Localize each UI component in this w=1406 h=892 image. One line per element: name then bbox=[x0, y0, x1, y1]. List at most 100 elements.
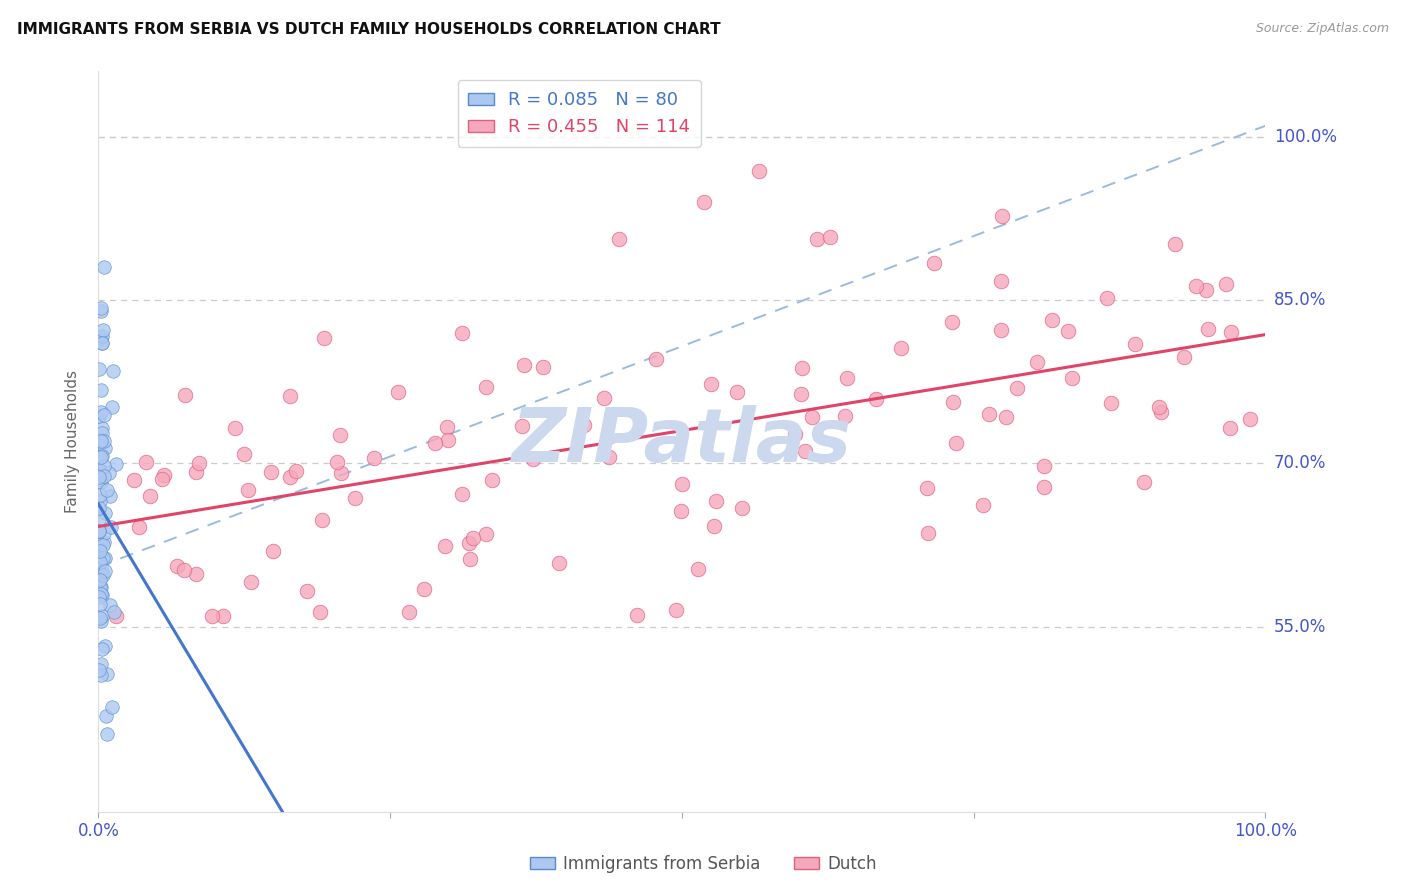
Point bbox=[90, 304, 112, 318]
Point bbox=[806, 232, 828, 246]
Point bbox=[90, 331, 112, 345]
Point bbox=[90, 433, 112, 447]
Y-axis label: Family Households: Family Households bbox=[65, 370, 80, 513]
Point bbox=[671, 476, 693, 491]
Point bbox=[90, 642, 112, 657]
Point bbox=[94, 639, 117, 653]
Point bbox=[98, 466, 121, 480]
Point bbox=[363, 451, 385, 466]
Text: 70.0%: 70.0% bbox=[1274, 454, 1326, 473]
Point bbox=[128, 520, 150, 534]
Point bbox=[89, 537, 111, 551]
Point bbox=[89, 544, 111, 558]
Point bbox=[1184, 279, 1206, 293]
Point bbox=[1133, 475, 1156, 489]
Point bbox=[150, 472, 173, 486]
Point bbox=[700, 377, 723, 392]
Point bbox=[1060, 370, 1083, 384]
Point bbox=[93, 468, 115, 483]
Point bbox=[1097, 291, 1119, 305]
Point bbox=[135, 455, 157, 469]
Point bbox=[436, 434, 458, 448]
Text: 100.0%: 100.0% bbox=[1274, 128, 1337, 145]
Point bbox=[278, 389, 301, 403]
Point bbox=[89, 555, 111, 569]
Point bbox=[790, 387, 813, 401]
Point bbox=[87, 590, 110, 604]
Point bbox=[475, 380, 498, 394]
Point bbox=[329, 466, 352, 480]
Point bbox=[704, 494, 727, 508]
Point bbox=[865, 392, 887, 406]
Point bbox=[835, 370, 858, 384]
Point bbox=[93, 551, 115, 566]
Point bbox=[139, 489, 162, 503]
Point bbox=[309, 605, 332, 619]
Point bbox=[90, 668, 112, 682]
Point bbox=[1215, 277, 1237, 292]
Point bbox=[101, 401, 124, 415]
Point bbox=[1173, 351, 1195, 365]
Point bbox=[818, 229, 841, 244]
Point bbox=[93, 434, 115, 448]
Point bbox=[598, 450, 620, 464]
Point bbox=[188, 456, 211, 470]
Point bbox=[312, 331, 335, 345]
Point bbox=[224, 420, 246, 434]
Point bbox=[665, 603, 688, 617]
Point bbox=[1005, 381, 1028, 395]
Point bbox=[94, 441, 117, 455]
Point bbox=[94, 507, 117, 521]
Point bbox=[105, 608, 128, 623]
Point bbox=[96, 483, 118, 498]
Point bbox=[890, 341, 912, 355]
Point bbox=[93, 538, 115, 552]
Point bbox=[731, 501, 754, 516]
Point bbox=[96, 727, 118, 741]
Point bbox=[972, 498, 994, 512]
Point bbox=[1147, 401, 1170, 415]
Point bbox=[103, 605, 125, 619]
Point bbox=[87, 524, 110, 539]
Point bbox=[463, 532, 485, 546]
Point bbox=[105, 458, 128, 472]
Legend: R = 0.085   N = 80, R = 0.455   N = 114: R = 0.085 N = 80, R = 0.455 N = 114 bbox=[457, 80, 702, 147]
Point bbox=[990, 323, 1012, 337]
Point bbox=[607, 232, 630, 246]
Point bbox=[90, 587, 112, 601]
Point bbox=[90, 464, 112, 478]
Point bbox=[725, 385, 748, 400]
Point bbox=[90, 405, 112, 419]
Point bbox=[91, 426, 114, 441]
Point bbox=[89, 580, 111, 594]
Point bbox=[1099, 396, 1122, 410]
Point bbox=[90, 450, 112, 464]
Point bbox=[89, 597, 111, 611]
Point bbox=[93, 525, 115, 540]
Point bbox=[1198, 322, 1220, 336]
Point bbox=[280, 469, 302, 483]
Point bbox=[475, 527, 498, 541]
Point bbox=[433, 539, 456, 553]
Point bbox=[451, 326, 474, 340]
Point bbox=[1123, 337, 1146, 351]
Point bbox=[262, 543, 284, 558]
Point bbox=[531, 359, 554, 374]
Point bbox=[89, 488, 111, 502]
Point bbox=[977, 407, 1000, 421]
Point bbox=[990, 274, 1012, 288]
Point bbox=[89, 448, 111, 462]
Text: Source: ZipAtlas.com: Source: ZipAtlas.com bbox=[1256, 22, 1389, 36]
Point bbox=[166, 558, 188, 573]
Point bbox=[1195, 284, 1218, 298]
Point bbox=[98, 489, 121, 503]
Point bbox=[91, 336, 114, 351]
Point bbox=[915, 481, 938, 495]
Point bbox=[173, 563, 195, 577]
Point bbox=[942, 394, 965, 409]
Legend: Immigrants from Serbia, Dutch: Immigrants from Serbia, Dutch bbox=[523, 848, 883, 880]
Point bbox=[89, 511, 111, 525]
Point bbox=[94, 709, 117, 723]
Point bbox=[311, 513, 333, 527]
Point bbox=[626, 607, 648, 622]
